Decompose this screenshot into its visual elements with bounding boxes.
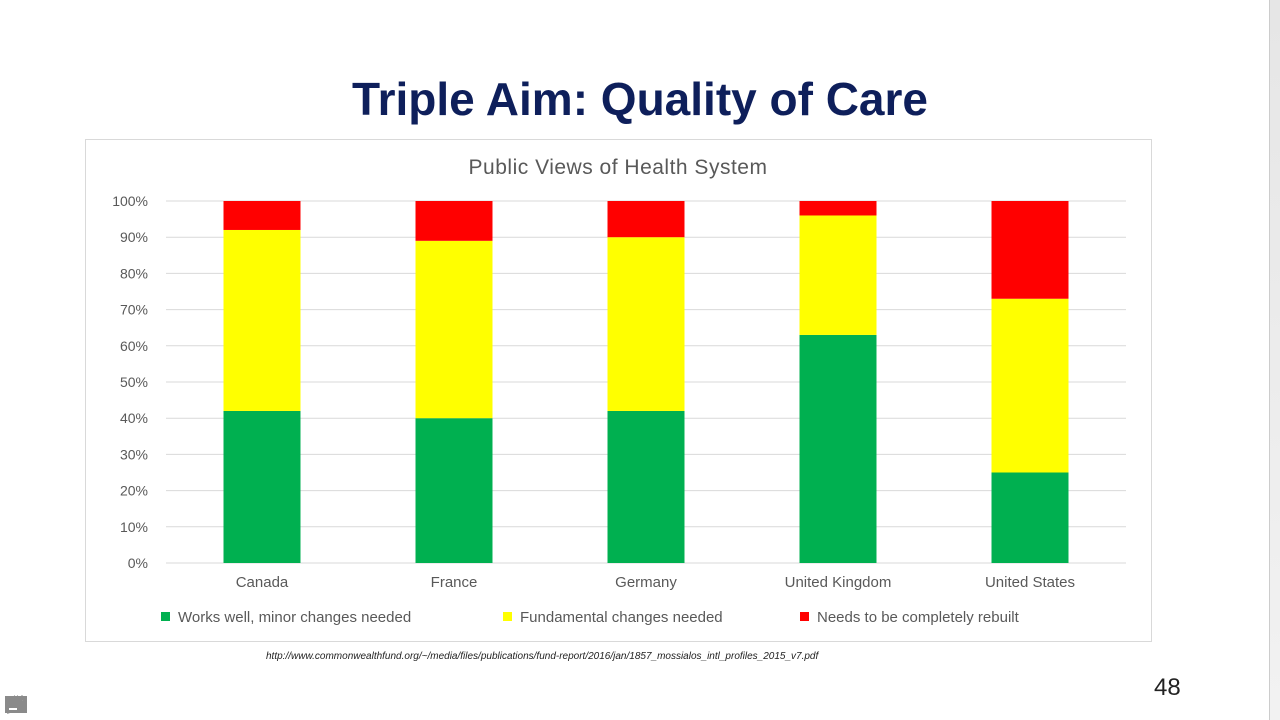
y-tick-label: 40% <box>120 410 148 426</box>
page-number: 48 <box>1154 674 1181 701</box>
x-tick-label: Canada <box>236 574 289 591</box>
legend-swatch <box>503 612 512 621</box>
y-tick-label: 30% <box>120 446 148 462</box>
bar-segment <box>991 298 1069 473</box>
bar-segment <box>415 240 493 419</box>
bar-segment <box>607 410 685 563</box>
x-tick-label: United States <box>985 574 1075 591</box>
bar-segment <box>799 334 877 563</box>
chart-title: Public Views of Health System <box>469 156 768 179</box>
y-tick-label: 50% <box>120 374 148 390</box>
bar-segment <box>223 229 301 411</box>
legend-swatch <box>161 612 170 621</box>
y-tick-label: 20% <box>120 483 148 499</box>
x-tick-label: Germany <box>615 574 677 591</box>
y-tick-label: 90% <box>120 229 148 245</box>
bar-segment <box>415 418 493 563</box>
stacked-bar-chart: Public Views of Health System 0% 10% 20% 30%… <box>112 156 1126 626</box>
y-tick-label: 0% <box>128 555 148 571</box>
bar-segment <box>607 237 685 411</box>
legend-label: Needs to be completely rebuilt <box>817 609 1020 626</box>
scrollbar[interactable] <box>1269 0 1280 720</box>
y-tick-label: 100% <box>112 193 148 209</box>
source-link[interactable]: http://www.commonwealthfund.org/~/media/… <box>266 651 819 662</box>
bar-segment <box>607 201 685 238</box>
bar-segment <box>223 410 301 563</box>
y-tick-label: 10% <box>120 519 148 535</box>
bar-segment <box>991 472 1069 563</box>
x-tick-label: United Kingdom <box>785 574 892 591</box>
chart: Public Views of Health System 0% 10% 20% 30%… <box>85 139 1152 642</box>
bar-segment <box>991 201 1069 299</box>
bar-segment <box>415 201 493 241</box>
x-tick-label: France <box>431 574 478 591</box>
y-tick-label: 80% <box>120 265 148 281</box>
bar-segment <box>799 215 877 335</box>
slide-title: Triple Aim: Quality of Care <box>352 73 928 125</box>
legend-label: Works well, minor changes needed <box>178 609 411 626</box>
bar-segment <box>799 201 877 216</box>
y-tick-label: 70% <box>120 302 148 318</box>
bar-segment <box>223 201 301 230</box>
legend-swatch <box>800 612 809 621</box>
y-tick-label: 60% <box>120 338 148 354</box>
legend-label: Fundamental changes needed <box>520 609 723 626</box>
